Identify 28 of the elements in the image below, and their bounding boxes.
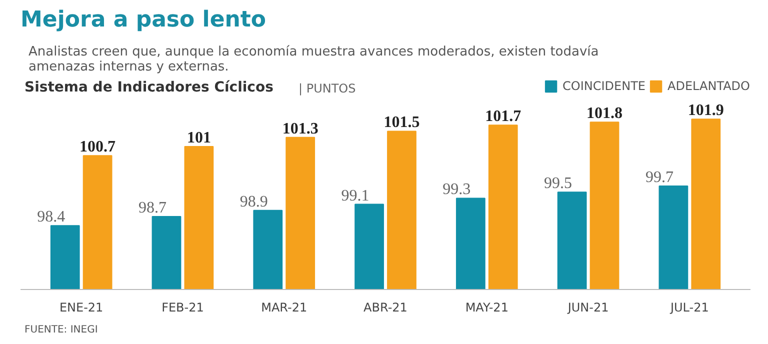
source-note: FUENTE: INEGI	[24, 324, 98, 336]
data-label: 101.5	[384, 114, 420, 132]
data-label: 99.3	[442, 181, 471, 198]
data-label: 101.7	[485, 108, 522, 126]
data-label: 101.8	[586, 105, 622, 122]
x-axis-title: Sistema de Indicadores Cíclicos	[24, 80, 274, 96]
data-label: 99.7	[645, 169, 674, 186]
data-label: 98.9	[240, 193, 268, 210]
chart-subtitle: Analistas creen que, aunque la economía muestra avances moderados, existen todavía amenazas internas y externas.	[28, 44, 599, 74]
x-tick-label: ENE-21	[59, 300, 104, 314]
data-label: 99.5	[544, 175, 572, 192]
legend-label: COINCIDENTE	[562, 79, 646, 93]
data-label: 98.7	[138, 199, 166, 216]
x-tick-label: JUL-21	[669, 300, 709, 314]
x-tick-label: JUN-21	[566, 300, 609, 314]
x-tick-label: MAR-21	[261, 300, 308, 314]
chart-title: Mejora a paso lento	[20, 8, 266, 32]
data-label: 101	[186, 129, 211, 146]
data-label: 100.7	[80, 138, 116, 156]
data-label: 99.1	[341, 187, 370, 204]
y-axis-title: | PUNTOS	[298, 82, 356, 96]
x-tick-label: FEB-21	[162, 300, 204, 314]
data-label: 101.9	[688, 102, 724, 120]
x-tick-label: MAY-21	[465, 300, 508, 314]
data-label: 98.4	[37, 208, 66, 226]
data-label: 101.3	[282, 120, 318, 138]
x-tick-label: ABR-21	[364, 300, 408, 314]
legend-label: ADELANTADO	[668, 79, 750, 93]
